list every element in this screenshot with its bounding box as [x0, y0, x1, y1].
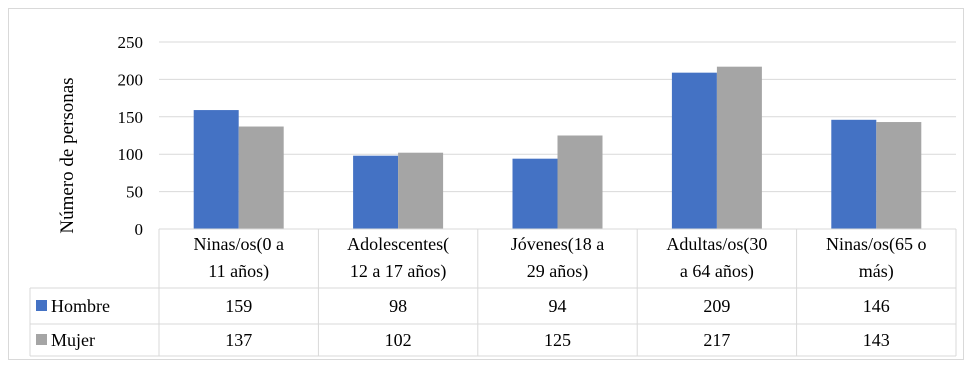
category-label-4-0: Ninas/os(65 o: [826, 234, 927, 255]
bar-hombre-4: [831, 120, 876, 229]
data-label-mujer-2: 125: [544, 330, 571, 350]
bar-mujer-1: [398, 153, 443, 229]
legend-key-mujer: [36, 334, 47, 345]
category-label-3-0: Adultas/os(30: [666, 234, 767, 255]
data-label-mujer-0: 137: [225, 330, 252, 350]
category-label-3-1: a 64 años): [680, 261, 754, 282]
bar-mujer-4: [876, 122, 921, 229]
data-label-mujer-3: 217: [703, 330, 730, 350]
bar-mujer-2: [558, 136, 603, 230]
data-label-hombre-4: 146: [863, 296, 890, 316]
bar-mujer-3: [717, 67, 762, 229]
data-label-mujer-1: 102: [385, 330, 412, 350]
data-label-mujer-4: 143: [863, 330, 890, 350]
y-tick-label-5: 250: [118, 33, 144, 52]
data-label-hombre-0: 159: [225, 296, 252, 316]
legend-key-hombre: [36, 300, 47, 311]
bar-mujer-0: [239, 127, 284, 229]
category-label-0-0: Ninas/os(0 a: [193, 234, 283, 255]
y-tick-label-0: 0: [135, 220, 144, 239]
category-label-1-0: Adolescentes(: [347, 234, 449, 255]
y-tick-label-1: 50: [126, 183, 143, 202]
data-label-hombre-2: 94: [549, 296, 567, 316]
bar-hombre-1: [353, 156, 398, 229]
legend-label-mujer: Mujer: [51, 330, 95, 350]
y-tick-label-2: 100: [118, 145, 144, 164]
category-label-2-1: 29 años): [527, 261, 589, 282]
bar-hombre-2: [513, 159, 558, 229]
category-label-2-0: Jóvenes(18 a: [511, 234, 604, 255]
category-label-1-1: 12 a 17 años): [350, 261, 446, 282]
y-tick-label-4: 200: [118, 70, 144, 89]
data-label-hombre-1: 98: [389, 296, 407, 316]
category-label-4-1: más): [859, 261, 894, 282]
data-label-hombre-3: 209: [703, 296, 730, 316]
category-label-0-1: 11 años): [208, 261, 269, 282]
y-tick-label-3: 150: [118, 108, 144, 127]
bar-hombre-3: [672, 73, 717, 229]
y-axis-label: Número de personas: [57, 77, 78, 233]
bar-hombre-0: [194, 110, 239, 229]
legend-label-hombre: Hombre: [51, 296, 110, 316]
